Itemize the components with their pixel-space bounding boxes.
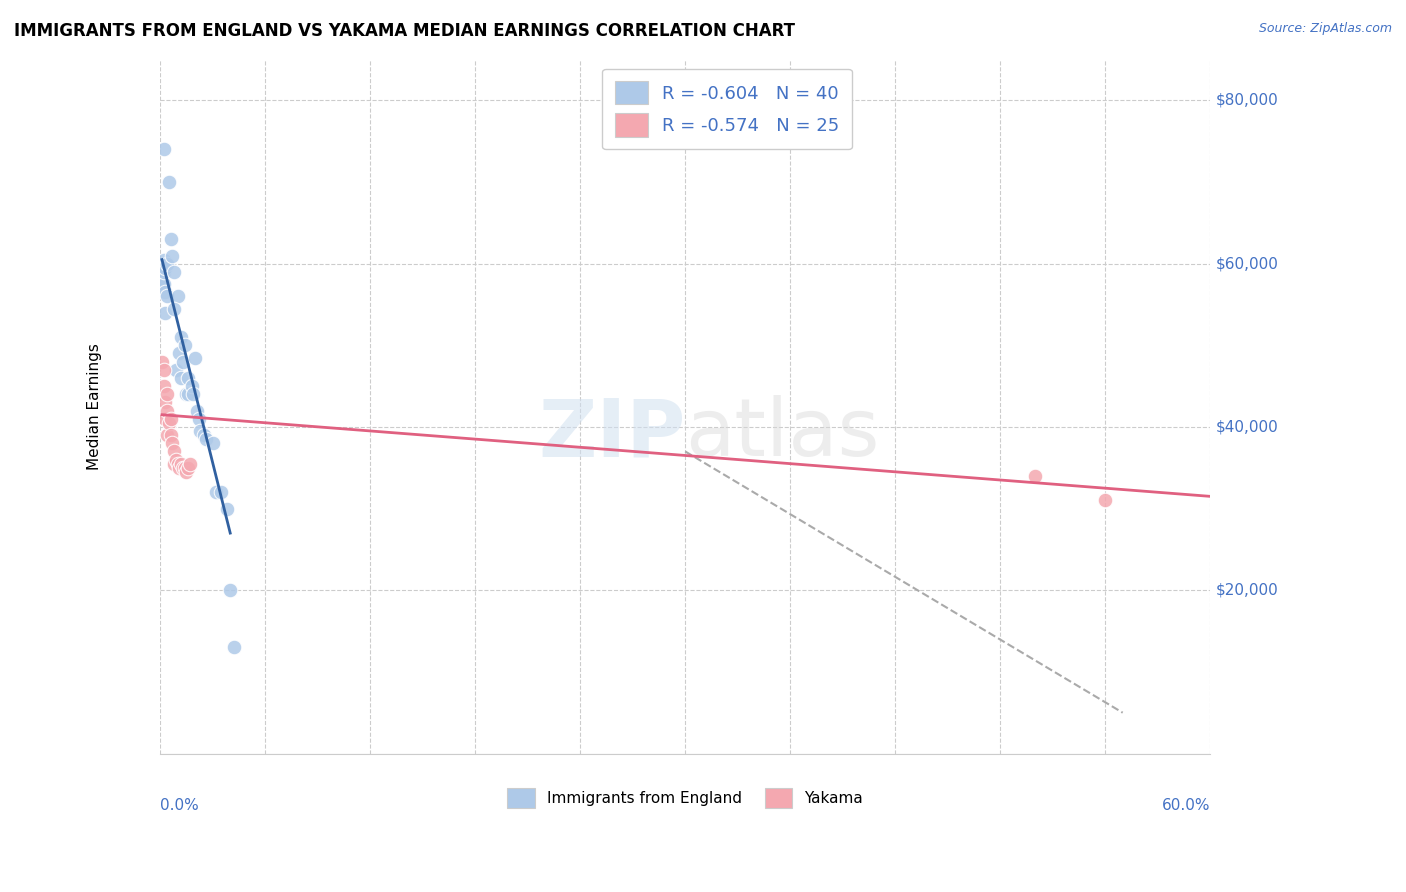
Point — [211, 485, 233, 500]
Point — [166, 289, 188, 303]
Text: 0.0%: 0.0% — [160, 798, 200, 814]
Point — [157, 175, 180, 189]
Point — [173, 460, 195, 475]
Point — [156, 428, 179, 442]
Point — [215, 501, 238, 516]
Point — [159, 232, 181, 246]
Text: Median Earnings: Median Earnings — [87, 343, 103, 470]
Point — [170, 457, 193, 471]
Point — [152, 252, 174, 267]
Point — [172, 354, 194, 368]
Point — [194, 432, 217, 446]
Point — [165, 363, 187, 377]
Point — [177, 387, 200, 401]
Point — [152, 379, 174, 393]
Point — [1024, 469, 1046, 483]
Text: $80,000: $80,000 — [1215, 93, 1278, 108]
Point — [163, 265, 186, 279]
Point — [159, 428, 181, 442]
Point — [170, 371, 193, 385]
Point — [176, 465, 198, 479]
Point — [163, 457, 186, 471]
Point — [190, 424, 212, 438]
Point — [179, 457, 201, 471]
Text: ZIP: ZIP — [538, 395, 685, 474]
Point — [205, 485, 228, 500]
Point — [173, 338, 195, 352]
Point — [180, 379, 202, 393]
Point — [222, 640, 245, 655]
Point — [150, 354, 173, 368]
Legend: Immigrants from England, Yakama: Immigrants from England, Yakama — [499, 780, 870, 815]
Point — [159, 412, 181, 426]
Text: $40,000: $40,000 — [1215, 419, 1278, 434]
Point — [155, 395, 177, 409]
Point — [162, 436, 184, 450]
Point — [172, 460, 194, 475]
Text: IMMIGRANTS FROM ENGLAND VS YAKAMA MEDIAN EARNINGS CORRELATION CHART: IMMIGRANTS FROM ENGLAND VS YAKAMA MEDIAN… — [14, 22, 794, 40]
Point — [193, 428, 215, 442]
Point — [169, 346, 191, 360]
Text: atlas: atlas — [685, 395, 880, 474]
Point — [157, 416, 180, 430]
Point — [155, 285, 177, 300]
Text: $60,000: $60,000 — [1215, 256, 1278, 271]
Point — [150, 273, 173, 287]
Point — [163, 301, 186, 316]
Point — [155, 412, 177, 426]
Point — [152, 265, 174, 279]
Point — [166, 457, 188, 471]
Point — [155, 306, 177, 320]
Point — [150, 260, 173, 275]
Point — [177, 460, 200, 475]
Text: $20,000: $20,000 — [1215, 582, 1278, 598]
Point — [165, 452, 187, 467]
Point — [201, 436, 224, 450]
Point — [170, 330, 193, 344]
Point — [184, 351, 207, 365]
Point — [163, 444, 186, 458]
Point — [186, 403, 208, 417]
Point — [155, 260, 177, 275]
Point — [156, 289, 179, 303]
Point — [176, 387, 198, 401]
Point — [183, 387, 205, 401]
Point — [162, 248, 184, 262]
Point — [177, 371, 200, 385]
Text: Source: ZipAtlas.com: Source: ZipAtlas.com — [1258, 22, 1392, 36]
Point — [156, 257, 179, 271]
Point — [152, 142, 174, 156]
Text: 60.0%: 60.0% — [1161, 798, 1211, 814]
Point — [156, 403, 179, 417]
Point — [152, 277, 174, 291]
Point — [187, 412, 209, 426]
Point — [156, 387, 179, 401]
Point — [169, 460, 191, 475]
Point — [152, 363, 174, 377]
Point — [1094, 493, 1116, 508]
Point — [219, 583, 242, 598]
